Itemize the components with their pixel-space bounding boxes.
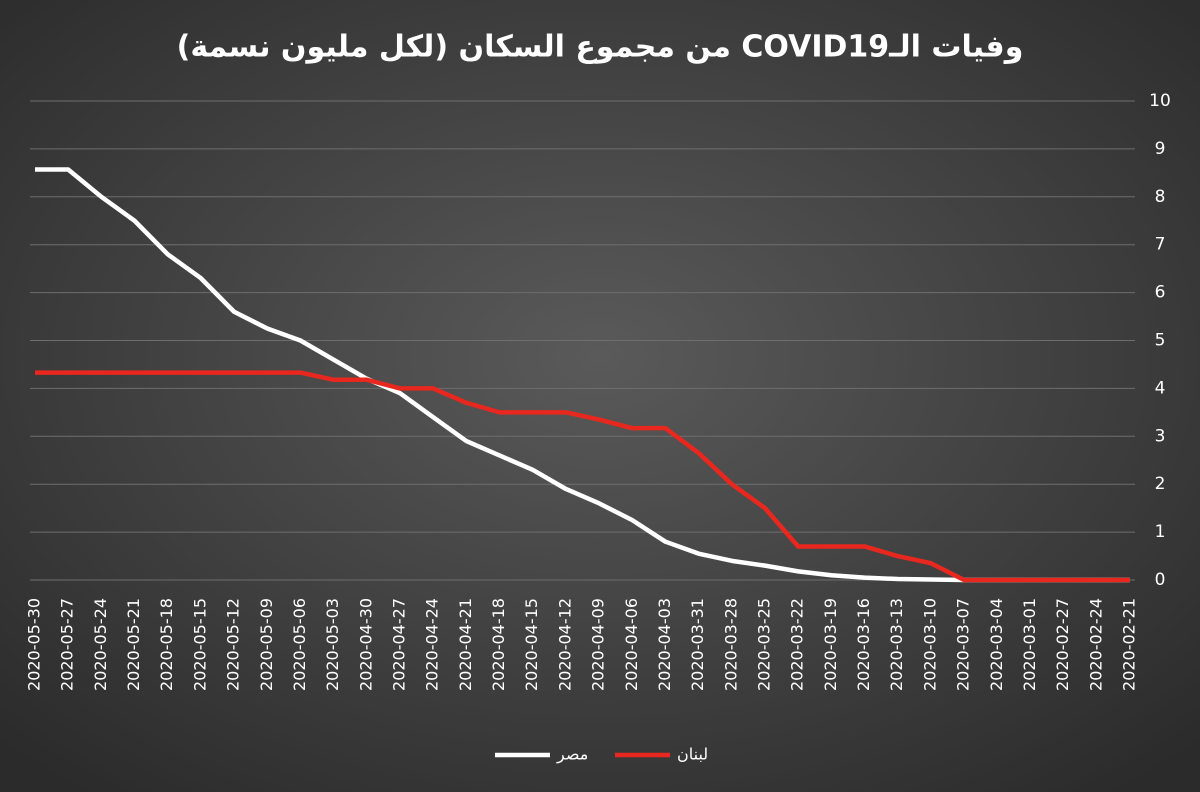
y-tick-label: 0 (1155, 570, 1166, 590)
x-tick-label: 2020-05-06 (290, 598, 309, 691)
y-tick-label: 9 (1155, 139, 1166, 159)
x-tick-label: 2020-04-18 (489, 598, 508, 691)
x-tick-label: 2020-03-10 (920, 598, 939, 691)
chart-title: وفيات الـCOVID19 من مجموع السكان (لكل مل… (177, 30, 1024, 65)
y-tick-label: 6 (1155, 283, 1166, 303)
x-tick-label: 2020-04-30 (356, 598, 375, 691)
x-tick-label: 2020-05-12 (224, 598, 243, 691)
x-tick-label: 2020-03-22 (788, 598, 807, 691)
x-tick-label: 2020-02-27 (1053, 598, 1072, 691)
y-tick-label: 5 (1155, 331, 1166, 351)
x-tick-label: 2020-04-21 (456, 598, 475, 691)
x-tick-label: 2020-04-09 (589, 598, 608, 691)
x-tick-label: 2020-03-07 (954, 598, 973, 691)
x-tick-label: 2020-04-24 (423, 598, 442, 691)
y-tick-label: 2 (1155, 474, 1166, 494)
legend-label: مصر (556, 745, 588, 765)
y-tick-label: 10 (1149, 91, 1171, 111)
x-tick-label: 2020-04-15 (522, 598, 541, 691)
x-tick-label: 2020-05-15 (190, 598, 209, 691)
x-tick-label: 2020-05-27 (58, 598, 77, 691)
x-tick-label: 2020-04-12 (555, 598, 574, 691)
x-tick-label: 2020-03-31 (688, 598, 707, 691)
x-tick-label: 2020-03-16 (854, 598, 873, 691)
x-tick-label: 2020-02-21 (1120, 598, 1139, 691)
x-tick-label: 2020-05-09 (257, 598, 276, 691)
x-tick-label: 2020-05-30 (25, 598, 44, 691)
x-tick-label: 2020-04-27 (390, 598, 409, 691)
x-tick-label: 2020-05-21 (124, 598, 143, 691)
x-tick-label: 2020-02-24 (1086, 598, 1105, 691)
x-tick-label: 2020-05-03 (323, 598, 342, 691)
x-tick-label: 2020-04-03 (655, 598, 674, 691)
x-tick-label: 2020-05-24 (91, 598, 110, 691)
x-tick-label: 2020-03-19 (821, 598, 840, 691)
x-tick-label: 2020-04-06 (622, 598, 641, 691)
x-tick-label: 2020-03-01 (1020, 598, 1039, 691)
y-tick-label: 3 (1155, 426, 1166, 446)
x-tick-label: 2020-05-18 (157, 598, 176, 691)
series-line (35, 167, 1130, 583)
x-tick-label: 2020-03-04 (987, 598, 1006, 691)
y-tick-label: 4 (1155, 378, 1166, 398)
series-line (35, 370, 1130, 583)
y-tick-label: 7 (1155, 235, 1166, 255)
legend-label: لبنان (677, 745, 708, 764)
y-tick-label: 8 (1155, 187, 1166, 207)
x-tick-label: 2020-03-13 (887, 598, 906, 691)
y-tick-label: 1 (1155, 522, 1166, 542)
x-tick-label: 2020-03-25 (755, 598, 774, 691)
x-tick-label: 2020-03-28 (721, 598, 740, 691)
